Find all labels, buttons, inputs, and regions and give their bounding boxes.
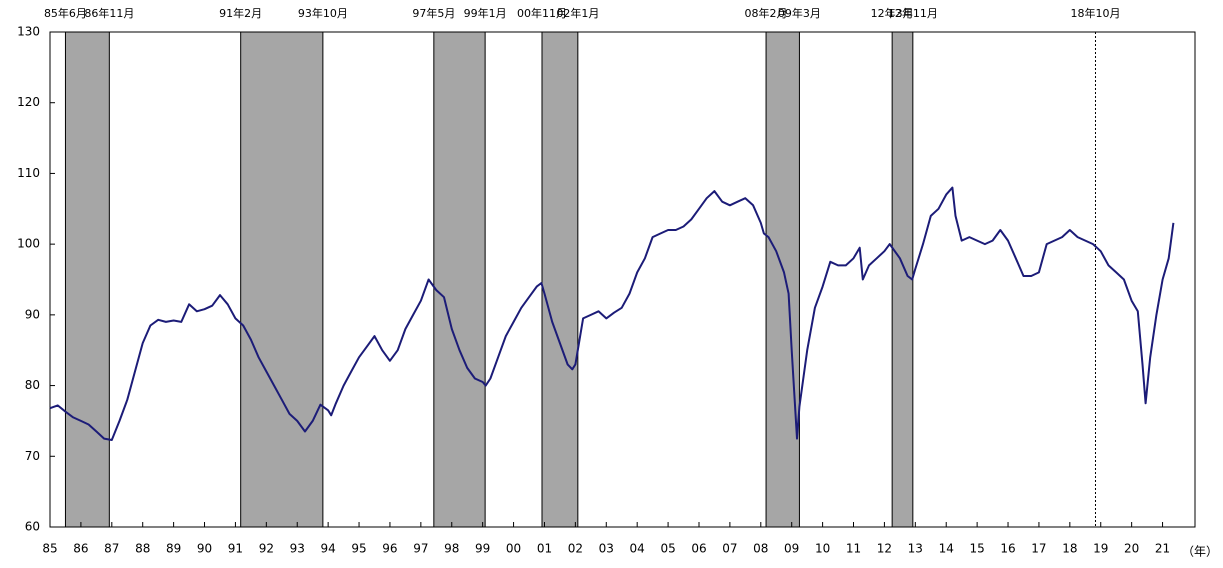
recession-band (65, 32, 110, 527)
x-tick-label: 89 (166, 542, 181, 556)
x-tick-label: 21 (1155, 542, 1170, 556)
recession-start-label: 00年11月 (517, 6, 567, 20)
x-tick-label: 16 (1000, 542, 1015, 556)
x-tick-label: 18 (1062, 542, 1077, 556)
recession-band (240, 32, 323, 527)
y-tick-label: 90 (25, 307, 40, 321)
x-tick-label: 14 (939, 542, 954, 556)
x-tick-label: 19 (1093, 542, 1108, 556)
x-tick-label: 97 (413, 542, 428, 556)
plot-frame (49, 31, 1196, 528)
recession-end-label: 93年10月 (298, 6, 348, 20)
x-tick-label: 93 (290, 542, 305, 556)
x-tick-label: 91 (228, 542, 243, 556)
x-tick-label: 92 (259, 542, 274, 556)
x-tick-label: 12 (877, 542, 892, 556)
recession-end-label: 12年11月 (888, 6, 938, 20)
x-tick-label: 95 (351, 542, 366, 556)
recession-start-label: 12年3月 (871, 6, 914, 20)
x-axis-label: （年） (1182, 545, 1218, 559)
x-tick-label: 20 (1124, 542, 1139, 556)
x-tick-label: 88 (135, 542, 150, 556)
x-tick-label: 90 (197, 542, 212, 556)
x-tick-label: 11 (846, 542, 861, 556)
x-tick-label: 85 (42, 542, 57, 556)
x-tick-label: 02 (568, 542, 583, 556)
x-tick-label: 17 (1031, 542, 1046, 556)
recession-start-label: 97年5月 (412, 6, 455, 20)
recession-band (433, 32, 486, 527)
x-tick-label: 15 (969, 542, 984, 556)
y-tick-label: 60 (25, 520, 40, 534)
data-line (49, 186, 1175, 441)
recession-start-label: 18年10月 (1070, 6, 1120, 20)
recession-start-label: 08年2月 (745, 6, 788, 20)
y-tick-label: 70 (25, 449, 40, 463)
x-tick-label: 06 (691, 542, 706, 556)
recession-band (892, 32, 913, 527)
recession-end-label: 99年1月 (464, 6, 507, 20)
recession-end-label: 09年3月 (778, 6, 821, 20)
x-tick-label: 01 (537, 542, 552, 556)
x-tick-label: 87 (104, 542, 119, 556)
recession-start-label: 91年2月 (219, 6, 262, 20)
x-tick-label: 09 (784, 542, 799, 556)
x-tick-label: 03 (599, 542, 614, 556)
x-tick-label: 04 (630, 542, 645, 556)
x-tick-label: 86 (73, 542, 88, 556)
x-tick-label: 05 (660, 542, 675, 556)
x-tick-label: 96 (382, 542, 397, 556)
x-tick-label: 98 (444, 542, 459, 556)
recession-band (541, 32, 578, 527)
y-tick-label: 130 (17, 25, 40, 39)
x-tick-label: 00 (506, 542, 521, 556)
y-tick-label: 80 (25, 378, 40, 392)
x-tick-label: 99 (475, 542, 490, 556)
x-tick-label: 94 (320, 542, 335, 556)
x-tick-label: 08 (753, 542, 768, 556)
x-tick-label: 13 (908, 542, 923, 556)
y-tick-label: 110 (17, 166, 40, 180)
recession-end-label: 86年11月 (84, 6, 134, 20)
x-tick-label: 07 (722, 542, 737, 556)
recession-start-label: 85年6月 (44, 6, 87, 20)
recession-end-label: 02年1月 (556, 6, 599, 20)
y-tick-label: 120 (17, 95, 40, 109)
y-tick-label: 100 (17, 237, 40, 251)
x-tick-label: 10 (815, 542, 830, 556)
recession-band (766, 32, 800, 527)
